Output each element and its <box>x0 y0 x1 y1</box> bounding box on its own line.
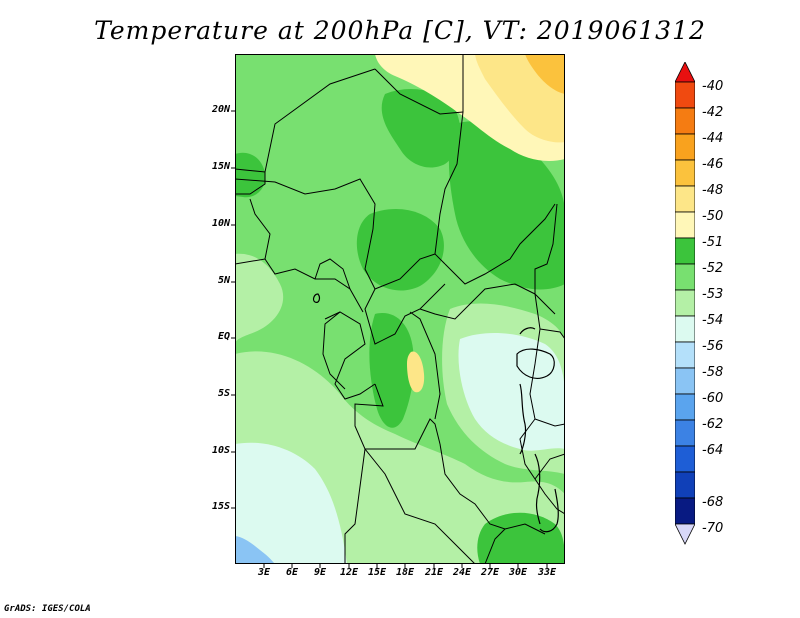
grads-credit: GrADS: IGES/COLA <box>4 604 91 614</box>
lakes <box>312 293 559 533</box>
colorbar-segment <box>675 159 695 187</box>
colorbar-segment <box>675 185 695 213</box>
lon-label-15e: 15E <box>367 567 387 578</box>
colorbar-label-64: -64 <box>702 443 724 458</box>
field-patch-52-southeast <box>477 512 565 564</box>
colorbar-segment <box>675 289 695 317</box>
field-patch-52-west <box>235 152 266 198</box>
lon-label-18e: 18E <box>395 567 415 578</box>
colorbar-label-58: -58 <box>702 365 724 380</box>
lat-label-eq: EQ <box>217 331 230 342</box>
colorbar-segment <box>675 497 695 525</box>
colorbar-arrow-top <box>675 62 695 83</box>
field-cool-east <box>458 332 565 451</box>
colorbar-label-60: -60 <box>702 391 724 406</box>
colorbar-label-42: -42 <box>702 105 724 120</box>
lon-label-3e: 3E <box>257 567 271 578</box>
colorbar-label-68: -68 <box>702 495 724 510</box>
lon-label-6e: 6E <box>285 567 299 578</box>
lat-label-15s: 15S <box>211 501 230 512</box>
colorbar-segment <box>675 81 695 109</box>
colorbar-label-56: -56 <box>702 339 724 354</box>
colorbar-label-51: -51 <box>702 235 724 250</box>
field-patch-52-northeast <box>448 121 565 290</box>
colorbar-segment <box>675 471 695 499</box>
colorbar-segment <box>675 315 695 343</box>
field-cool-southwest <box>235 442 347 564</box>
field-warm-spot <box>407 351 425 393</box>
colorbar-segment <box>675 237 695 265</box>
lat-label-15n: 15N <box>211 161 230 172</box>
colorbar-segment <box>675 133 695 161</box>
colorbar-label-50: -50 <box>702 209 724 224</box>
colorbar-label-52: -52 <box>702 261 724 276</box>
lon-label-27e: 27E <box>480 567 500 578</box>
colorbar-label-40: -40 <box>702 79 724 94</box>
colorbar-label-70: -70 <box>702 521 724 536</box>
temperature-map <box>235 54 565 564</box>
chart-title: Temperature at 200hPa [C], VT: 201906131… <box>94 16 706 45</box>
colorbar-segment <box>675 419 695 447</box>
colorbar-segment <box>675 445 695 473</box>
colorbar-segment <box>675 107 695 135</box>
field-band-54-west <box>235 253 284 344</box>
map-frame <box>235 54 565 564</box>
colorbar-segment <box>675 367 695 395</box>
lon-label-33e: 33E <box>537 567 557 578</box>
lat-label-5n: 5N <box>217 275 230 286</box>
lon-label-21e: 21E <box>424 567 444 578</box>
field-patch-52-center <box>356 209 444 291</box>
field-warmest-corner <box>525 54 565 94</box>
lon-label-9e: 9E <box>313 567 327 578</box>
country-borders <box>235 54 565 564</box>
lat-label-20n: 20N <box>211 104 230 115</box>
lon-label-24e: 24E <box>452 567 472 578</box>
lat-label-5s: 5S <box>217 388 230 399</box>
colorbar <box>675 62 695 545</box>
colorbar-segment <box>675 263 695 291</box>
lon-label-30e: 30E <box>508 567 528 578</box>
colorbar-segment <box>675 211 695 239</box>
lon-label-12e: 12E <box>339 567 359 578</box>
colorbar-segment <box>675 341 695 369</box>
lat-label-10n: 10N <box>211 218 230 229</box>
colorbar-segment <box>675 393 695 421</box>
field-patch-52-north <box>381 89 461 168</box>
colorbar-label-53: -53 <box>702 287 724 302</box>
colorbar-label-48: -48 <box>702 183 724 198</box>
colorbar-label-46: -46 <box>702 157 724 172</box>
colorbar-label-62: -62 <box>702 417 724 432</box>
colorbar-label-44: -44 <box>702 131 724 146</box>
field-coldest-corner <box>235 536 275 564</box>
colorbar-label-54: -54 <box>702 313 724 328</box>
lat-label-10s: 10S <box>211 445 230 456</box>
colorbar-arrow-bottom <box>675 523 695 545</box>
